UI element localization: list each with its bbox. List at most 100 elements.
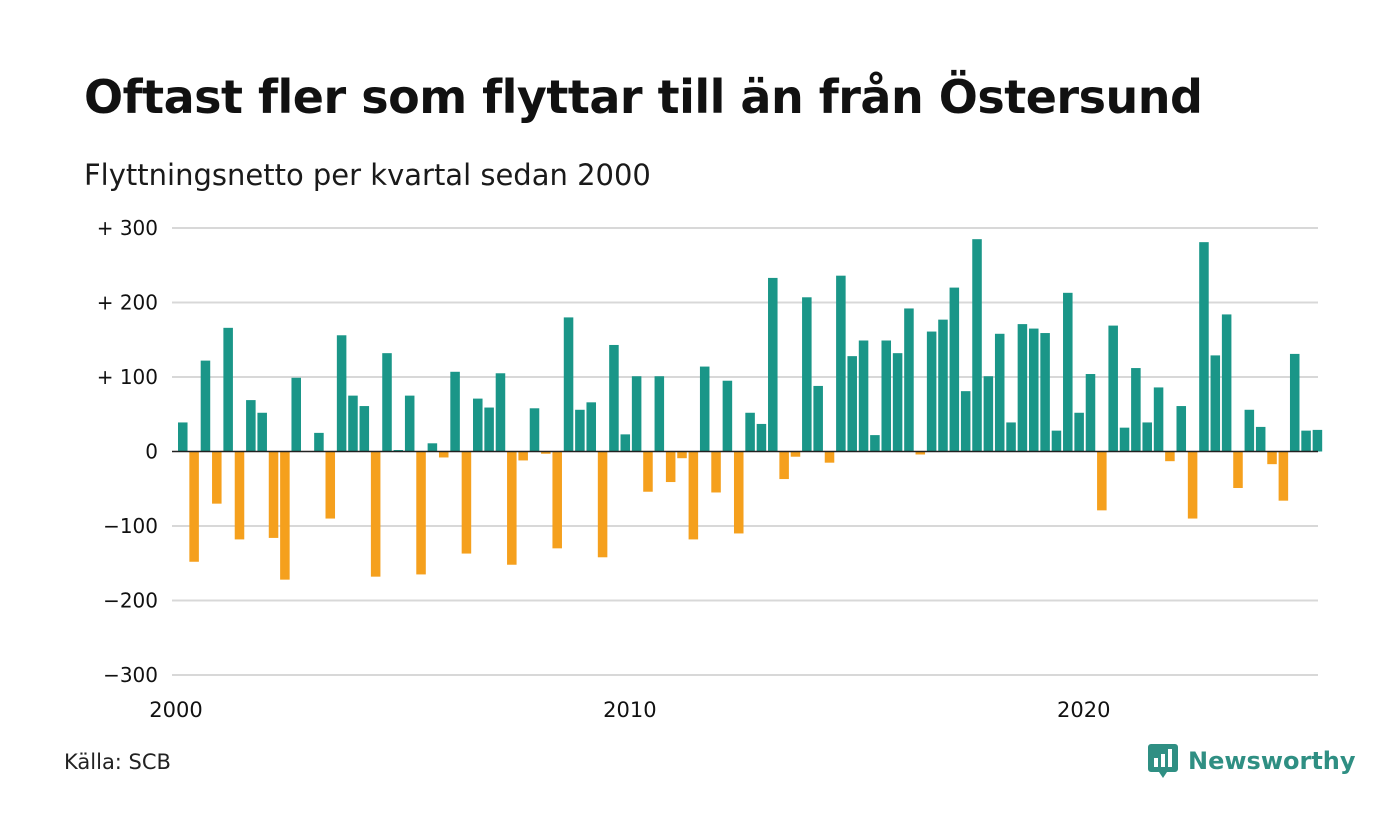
bar bbox=[336, 335, 347, 452]
bar bbox=[1108, 325, 1118, 452]
y-tick-label: −200 bbox=[103, 589, 158, 613]
bar bbox=[938, 319, 948, 452]
bar bbox=[643, 451, 653, 492]
bar bbox=[983, 376, 994, 452]
x-tick-label: 2020 bbox=[1057, 698, 1110, 722]
bar bbox=[779, 451, 789, 480]
bar bbox=[552, 451, 562, 549]
bar bbox=[1312, 429, 1323, 452]
bar bbox=[847, 356, 857, 452]
bar bbox=[597, 451, 608, 558]
bar bbox=[223, 327, 233, 452]
bar bbox=[563, 317, 574, 452]
bar bbox=[438, 451, 449, 458]
bar bbox=[1301, 430, 1311, 452]
bar bbox=[575, 409, 585, 452]
bar bbox=[370, 451, 381, 577]
y-tick-label: + 200 bbox=[97, 291, 158, 315]
y-tick-label: + 100 bbox=[97, 365, 158, 389]
bar bbox=[1028, 328, 1039, 452]
bar bbox=[1051, 430, 1062, 452]
bar bbox=[926, 331, 937, 452]
bar bbox=[1221, 314, 1232, 452]
bar bbox=[234, 451, 245, 540]
bar bbox=[382, 353, 392, 452]
bar bbox=[450, 371, 460, 452]
bar bbox=[1153, 387, 1164, 452]
bar bbox=[1255, 426, 1266, 452]
y-tick-label: −300 bbox=[103, 663, 158, 687]
bar bbox=[461, 451, 472, 554]
bar bbox=[1267, 451, 1277, 465]
bar bbox=[994, 333, 1005, 452]
bar bbox=[960, 391, 971, 452]
bar bbox=[1085, 374, 1096, 452]
bar bbox=[291, 377, 301, 452]
bar bbox=[1176, 406, 1187, 452]
chart-title: Oftast fler som flyttar till än från Öst… bbox=[84, 70, 1203, 124]
bar bbox=[314, 432, 324, 452]
bar bbox=[745, 412, 755, 452]
newsworthy-logo-icon bbox=[1148, 744, 1178, 778]
bar bbox=[416, 451, 426, 575]
y-tick-label: −100 bbox=[103, 514, 158, 538]
bar bbox=[722, 380, 733, 452]
bar bbox=[1142, 422, 1152, 452]
y-tick-label: + 300 bbox=[97, 216, 158, 240]
bar bbox=[892, 353, 903, 452]
bar bbox=[949, 287, 960, 452]
bar bbox=[631, 376, 642, 452]
bar bbox=[518, 451, 528, 461]
bar bbox=[665, 451, 676, 483]
x-tick-label: 2010 bbox=[603, 698, 656, 722]
bar bbox=[427, 443, 438, 452]
bar bbox=[688, 451, 699, 540]
bar bbox=[529, 408, 540, 452]
bar bbox=[541, 451, 551, 454]
y-tick-label: 0 bbox=[145, 440, 158, 464]
bar bbox=[620, 434, 631, 452]
x-tick-label: 2000 bbox=[149, 698, 202, 722]
bar bbox=[733, 451, 744, 534]
bar bbox=[178, 422, 188, 452]
bar bbox=[246, 400, 256, 452]
bar bbox=[870, 435, 880, 452]
bar bbox=[1119, 427, 1130, 452]
chart-subtitle: Flyttningsnetto per kvartal sedan 2000 bbox=[84, 158, 651, 192]
newsworthy-logo: Newsworthy bbox=[1148, 744, 1356, 778]
bar bbox=[1278, 451, 1289, 501]
bar bbox=[1063, 292, 1073, 452]
bar bbox=[915, 451, 926, 455]
source-note: Källa: SCB bbox=[64, 750, 171, 774]
bar bbox=[1165, 451, 1175, 462]
bar bbox=[802, 297, 812, 452]
bar bbox=[836, 275, 846, 452]
bar bbox=[972, 239, 982, 452]
bar bbox=[189, 451, 199, 562]
bar bbox=[790, 451, 801, 457]
bar bbox=[257, 412, 267, 452]
bar bbox=[904, 308, 914, 452]
bar bbox=[507, 451, 517, 565]
bar bbox=[200, 360, 211, 452]
bar bbox=[1074, 412, 1084, 452]
bar bbox=[1233, 451, 1243, 489]
bar bbox=[654, 376, 665, 452]
bar bbox=[495, 373, 506, 452]
bar bbox=[768, 277, 778, 452]
bar bbox=[212, 451, 222, 504]
bar bbox=[325, 451, 336, 519]
bar bbox=[1017, 324, 1028, 452]
bar bbox=[1289, 353, 1300, 452]
bar bbox=[586, 402, 597, 452]
bar bbox=[1210, 355, 1221, 452]
bar bbox=[1187, 451, 1198, 519]
bar bbox=[268, 451, 279, 538]
bar bbox=[1040, 333, 1050, 452]
bar bbox=[824, 451, 835, 463]
bar bbox=[756, 423, 767, 452]
bar bbox=[813, 385, 823, 452]
brand-name: Newsworthy bbox=[1188, 747, 1356, 775]
bar bbox=[1199, 242, 1209, 452]
